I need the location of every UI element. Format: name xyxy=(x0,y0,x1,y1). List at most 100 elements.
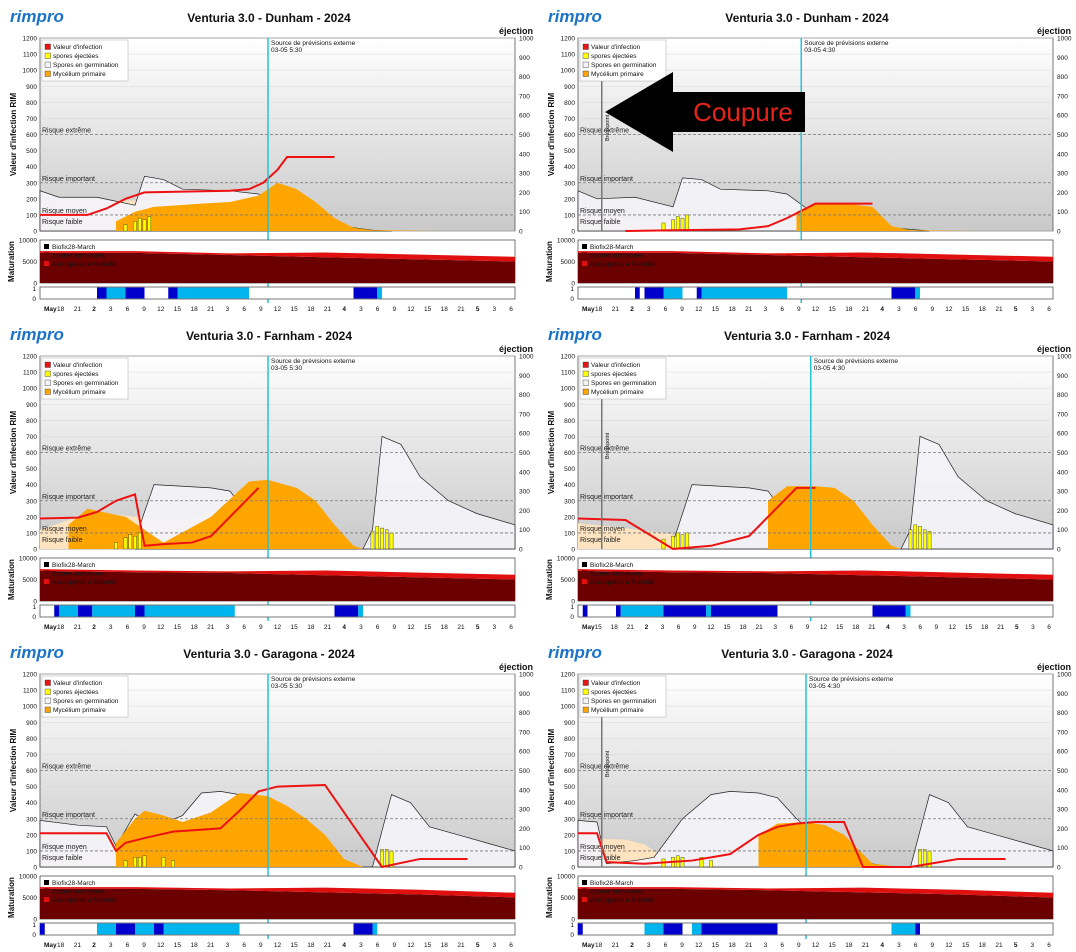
risk-label: Risque extrême xyxy=(580,764,629,771)
right-tick-label: 800 xyxy=(519,710,530,717)
legend-entry: Mycélium primaire xyxy=(591,389,644,396)
x-tick-label: 5 xyxy=(476,306,480,313)
wetness-block xyxy=(97,287,107,299)
left-tick-label: 0 xyxy=(571,547,575,554)
x-tick-label: 18 xyxy=(595,942,603,949)
x-tick-label: 9 xyxy=(680,306,684,313)
maturation-tick-label: 5000 xyxy=(23,895,38,902)
legend-swatch xyxy=(44,688,51,695)
wetness-block xyxy=(711,605,778,617)
maturation-axis-label: Maturation xyxy=(545,559,554,600)
wetness-block xyxy=(78,605,93,617)
immature-spores-area xyxy=(40,888,515,919)
x-tick-label: 18 xyxy=(728,306,736,313)
maturation-legend-entry: Spores immatures xyxy=(52,253,105,260)
x-tick-label: 12 xyxy=(707,624,715,631)
x-tick-label: 9 xyxy=(797,306,801,313)
legend-swatch xyxy=(582,379,589,386)
left-tick-label: 400 xyxy=(26,482,37,489)
legend-entry: Spores en germination xyxy=(591,380,657,387)
maturation-legend-swatch xyxy=(44,570,49,576)
x-tick-label: 3 xyxy=(1031,624,1035,631)
left-tick-label: 500 xyxy=(564,784,575,791)
left-tick-label: 800 xyxy=(26,418,37,425)
forecast-timestamp: 03-05 4:30 xyxy=(804,47,835,54)
right-tick-label: 100 xyxy=(1057,845,1068,852)
left-tick-label: 1200 xyxy=(561,354,576,361)
legend-entry: Valeur d'infection xyxy=(591,362,641,369)
x-tick-label: 2 xyxy=(92,942,96,949)
x-tick-label: 4 xyxy=(342,942,346,949)
wetness-block xyxy=(644,605,664,617)
risk-label: Risque important xyxy=(580,494,633,501)
left-tick-label: 100 xyxy=(26,530,37,537)
left-tick-label: 400 xyxy=(26,164,37,171)
wetness-block xyxy=(135,605,145,617)
spore-bar xyxy=(709,860,713,868)
right-tick-label: 900 xyxy=(519,373,530,380)
wetness-block xyxy=(125,287,145,299)
x-tick-label: 18 xyxy=(57,624,65,631)
right-tick-label: 400 xyxy=(1057,787,1068,794)
wetness-tick-label: 1 xyxy=(32,604,36,611)
x-tick-label: 9 xyxy=(797,942,801,949)
right-tick-label: 0 xyxy=(1057,547,1061,554)
right-tick-label: 400 xyxy=(519,469,530,476)
x-tick-label: 9 xyxy=(259,624,263,631)
x-tick-label: 6 xyxy=(376,306,380,313)
legend-swatch xyxy=(582,370,589,377)
legend-entry: Spores en germination xyxy=(53,62,119,69)
breakpoint-label: Breakpoint xyxy=(605,114,611,141)
legend-swatch xyxy=(44,361,51,368)
chart-svg: rimpro Venturia 3.0 - Dunham - 2024 éjecti… xyxy=(545,7,1072,313)
wetness-block xyxy=(620,605,645,617)
x-tick-label: 15 xyxy=(424,942,432,949)
left-tick-label: 900 xyxy=(564,84,575,91)
x-tick-label: 12 xyxy=(945,942,953,949)
maturation-legend-entry: Biofix28-March xyxy=(52,562,96,569)
x-tick-label: 12 xyxy=(274,306,282,313)
wetness-block xyxy=(663,605,707,617)
x-tick-label: 9 xyxy=(392,306,396,313)
legend-box xyxy=(579,357,667,400)
legend-entry: Spores en germination xyxy=(591,62,657,69)
wetness-block xyxy=(54,605,59,617)
maturation-tick-label: 5000 xyxy=(23,577,38,584)
legend-swatch xyxy=(582,52,589,59)
x-tick-label: 9 xyxy=(392,942,396,949)
left-tick-label: 300 xyxy=(26,816,37,823)
right-tick-label: 300 xyxy=(1057,171,1068,178)
left-tick-label: 500 xyxy=(564,148,575,155)
risk-label: Risque moyen xyxy=(42,208,87,215)
left-tick-label: 1200 xyxy=(561,672,576,679)
spore-bar xyxy=(699,857,704,868)
legend-swatch xyxy=(44,52,51,59)
maturation-legend-swatch xyxy=(582,880,587,885)
left-tick-label: 400 xyxy=(564,482,575,489)
chart-svg: rimpro Venturia 3.0 - Farnham - 2024 éject… xyxy=(7,325,534,631)
x-tick-label: May xyxy=(582,624,595,631)
chart-title: Venturia 3.0 - Farnham - 2024 xyxy=(724,329,890,343)
legend: Valeur d'infection spores éjectées Spores … xyxy=(41,675,129,718)
wetness-block xyxy=(663,287,683,299)
wetness-block xyxy=(372,923,378,935)
x-tick-label: 18 xyxy=(595,306,603,313)
risk-label: Risque moyen xyxy=(42,526,87,533)
left-tick-label: 1200 xyxy=(23,36,38,43)
legend-swatch xyxy=(582,70,589,77)
x-tick-label: 21 xyxy=(995,942,1003,949)
legend-box xyxy=(41,357,129,400)
maturation-tick-label: 10000 xyxy=(557,238,575,245)
legend-swatch xyxy=(582,61,589,68)
ejection-axis-label: éjection xyxy=(499,344,533,354)
chart-title: Venturia 3.0 - Garagona - 2024 xyxy=(183,647,355,661)
right-tick-label: 500 xyxy=(519,450,530,457)
right-tick-label: 1000 xyxy=(1057,672,1072,679)
maturation-legend-entry: Ascospores à Maturité xyxy=(590,579,655,586)
x-tick-label: 4 xyxy=(342,624,346,631)
x-tick-label: 2 xyxy=(92,306,96,313)
maturation-legend-entry: Biofix28-March xyxy=(52,244,96,251)
maturation-axis-label: Maturation xyxy=(7,559,16,600)
right-tick-label: 500 xyxy=(519,132,530,139)
x-tick-label: 12 xyxy=(695,942,703,949)
